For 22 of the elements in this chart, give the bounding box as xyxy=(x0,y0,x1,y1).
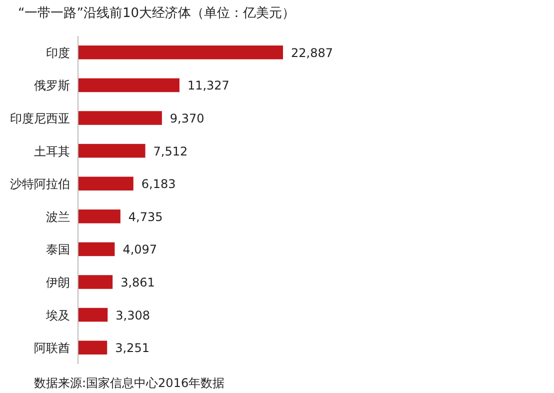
data-label: 6,183 xyxy=(141,177,176,192)
data-label: 7,512 xyxy=(153,144,188,158)
y-tick-label: 印度尼西亚 xyxy=(10,112,70,126)
data-label: 11,327 xyxy=(187,78,230,93)
y-tick-label: 泰国 xyxy=(46,242,70,257)
data-label: 9,370 xyxy=(170,112,204,126)
y-tick-label: 俄罗斯 xyxy=(34,78,70,93)
data-label: 4,097 xyxy=(122,242,158,257)
data-label: 22,887 xyxy=(291,46,333,60)
source-note: 数据来源:国家信息中心2016年数据 xyxy=(34,376,225,390)
y-tick-label: 波兰 xyxy=(46,210,70,224)
data-label: 4,735 xyxy=(128,210,163,224)
data-label: 3,861 xyxy=(120,276,155,290)
y-tick-label: 印度 xyxy=(46,46,70,60)
chart-title: “一带一路”沿线前10大经济体（单位：亿美元） xyxy=(18,5,296,21)
data-label: 3,251 xyxy=(115,341,150,356)
y-tick-label: 伊朗 xyxy=(46,276,70,290)
y-tick-label: 沙特阿拉伯 xyxy=(10,177,70,192)
data-label: 3,308 xyxy=(116,308,150,322)
y-tick-label: 土耳其 xyxy=(34,144,70,158)
y-tick-label: 埃及 xyxy=(45,308,70,322)
y-tick-label: 阿联酋 xyxy=(34,341,70,356)
